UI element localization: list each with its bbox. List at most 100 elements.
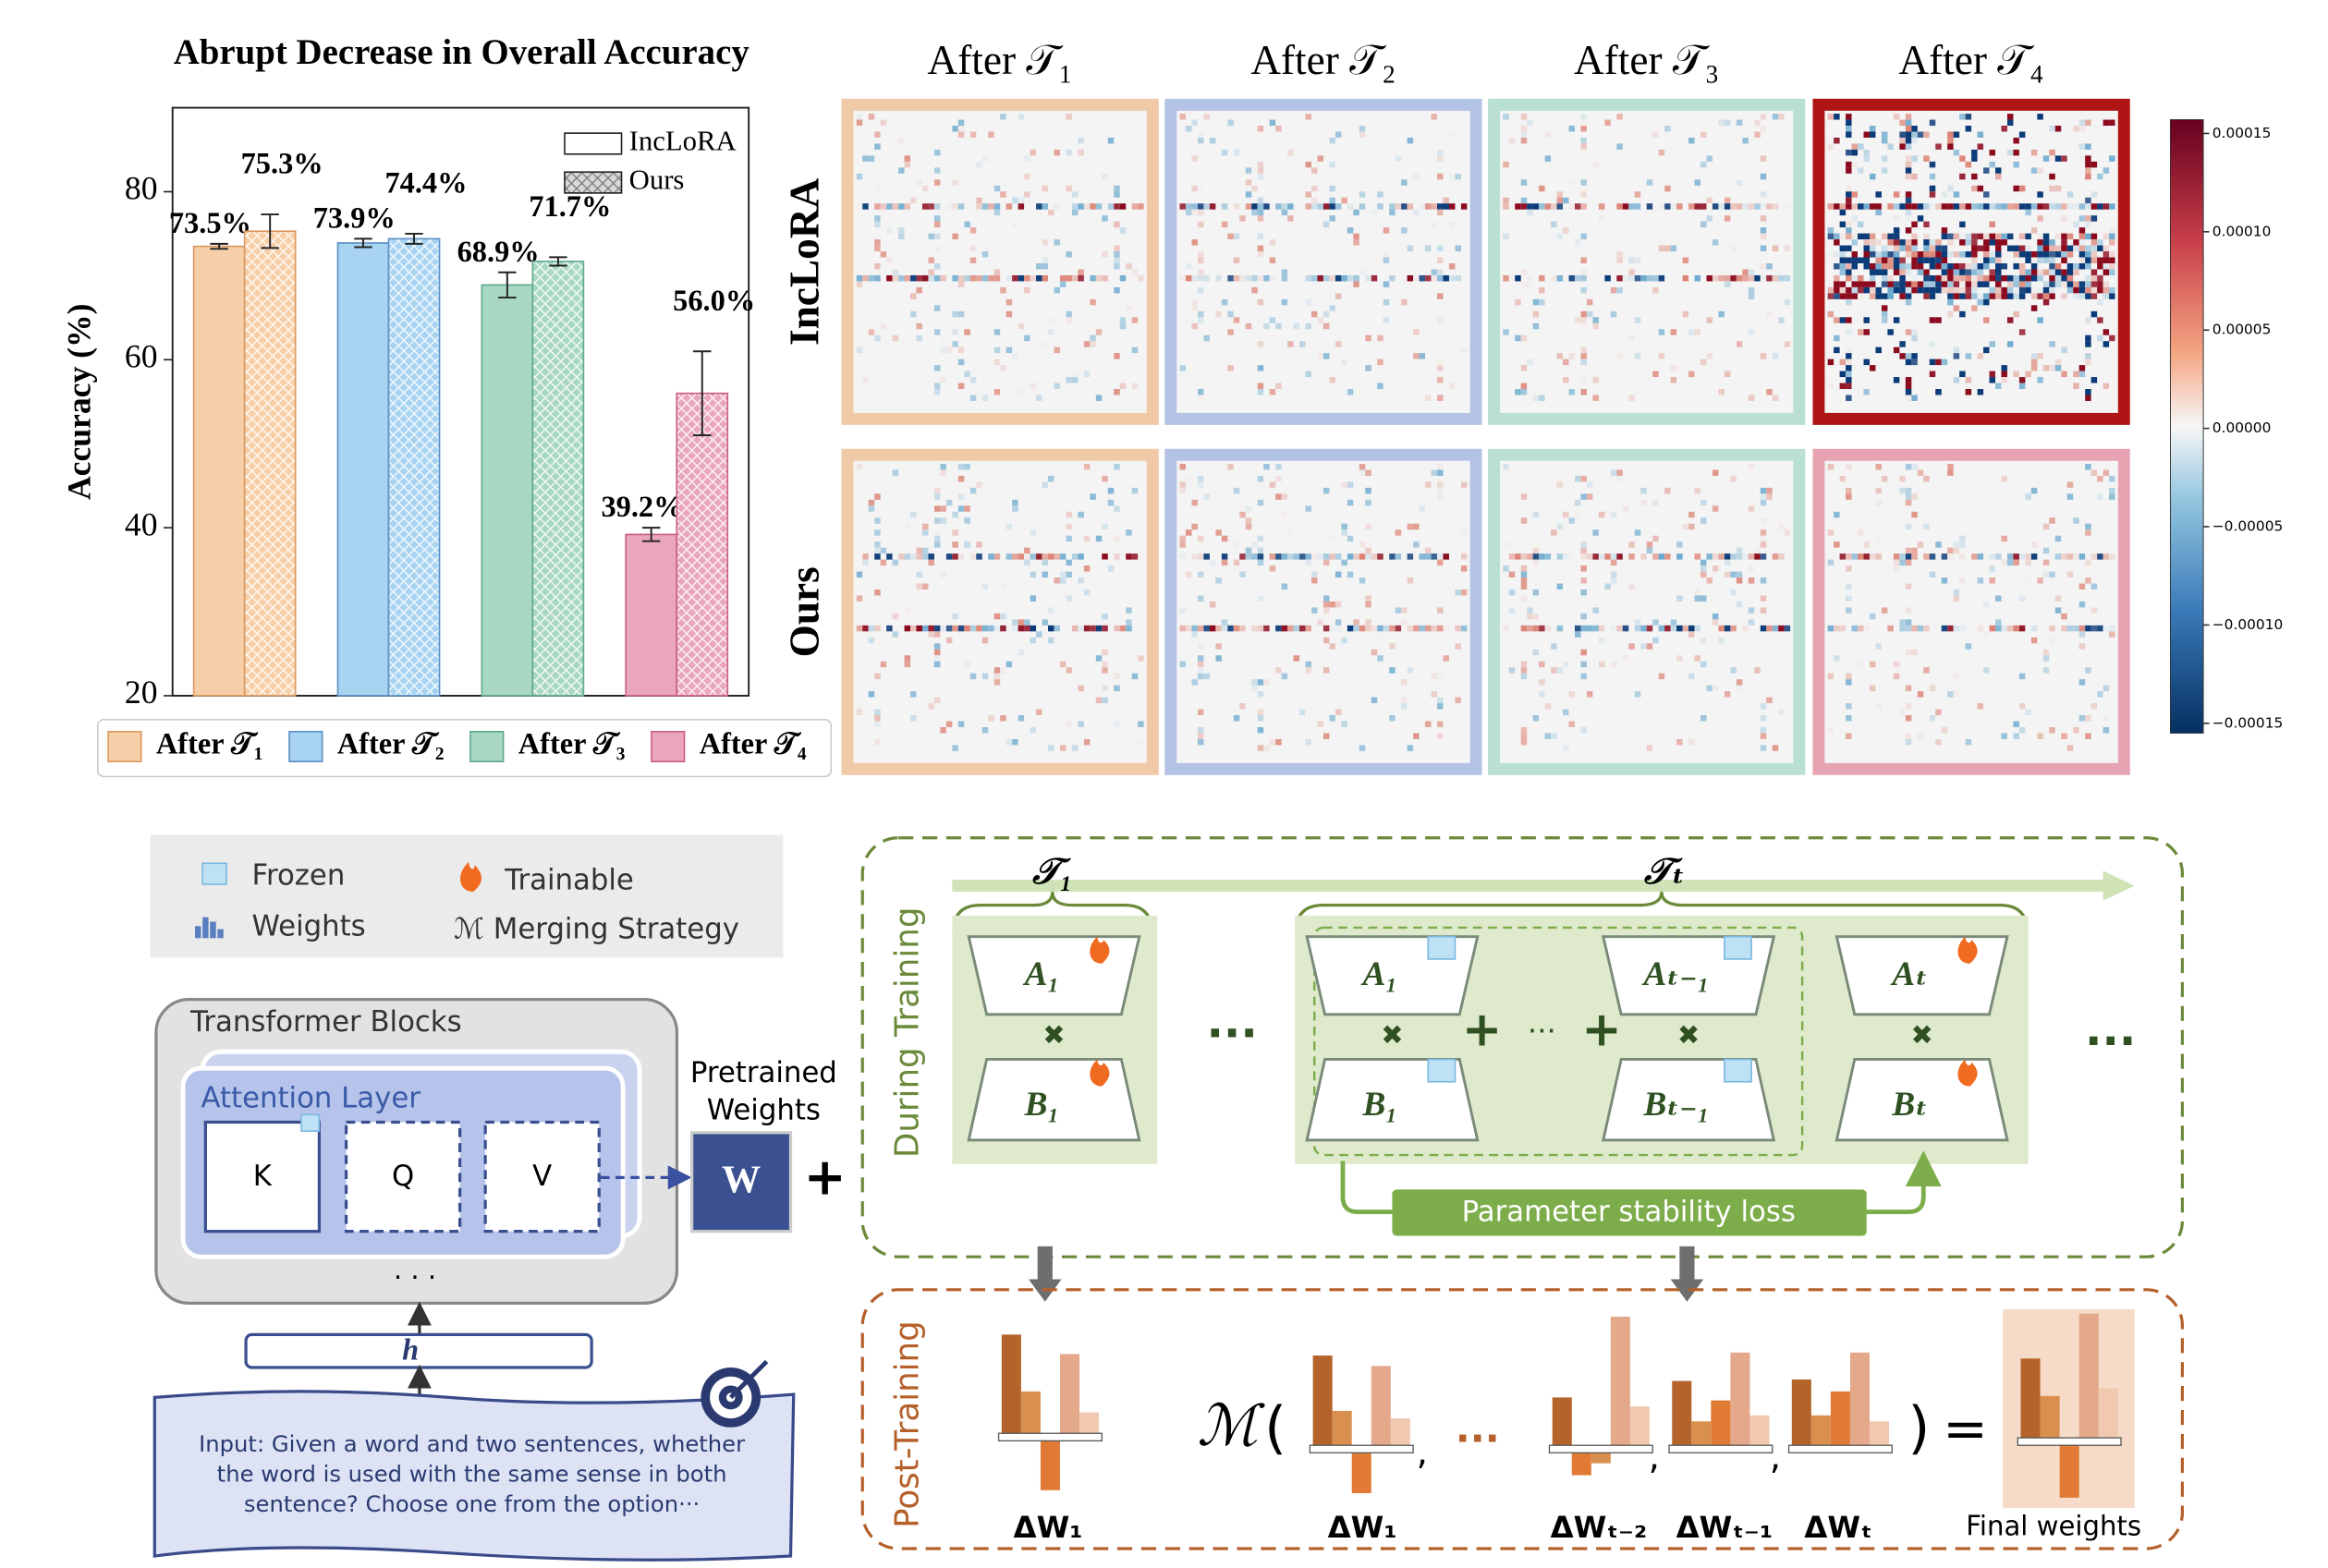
heatmap-cell xyxy=(1520,346,1528,354)
heatmap-cell xyxy=(1953,262,1960,270)
heatmap-cell xyxy=(1185,209,1192,216)
heatmap-cell xyxy=(1899,281,1906,287)
heatmap-cell xyxy=(1263,322,1270,330)
heatmap-cell xyxy=(2018,233,2026,240)
heatmap-cell xyxy=(1580,137,1587,144)
heatmap-cell xyxy=(1935,738,1942,746)
heatmap-cell xyxy=(1911,173,1918,180)
pretrained-text: Weights xyxy=(707,1094,821,1127)
heatmap-cell xyxy=(1269,738,1276,746)
heatmap-cell xyxy=(2073,625,2079,632)
heatmap-cell xyxy=(2013,251,2019,258)
heatmap-cell xyxy=(1905,547,1912,554)
heatmap-cell xyxy=(1652,286,1659,294)
heatmap-cell xyxy=(1766,697,1773,704)
heatmap-cell xyxy=(1881,269,1888,275)
heatmap-cell xyxy=(1846,119,1852,127)
heatmap-cell xyxy=(2103,715,2110,722)
heatmap-cell xyxy=(1977,185,1984,192)
heatmap-cell xyxy=(1846,233,1852,240)
heatmap-cell xyxy=(1042,203,1049,210)
heatmap-cell xyxy=(1257,475,1264,482)
heatmap-cell xyxy=(1700,661,1707,668)
heatmap-cell xyxy=(1335,619,1342,626)
heatmap-cell xyxy=(1875,191,1882,198)
heatmap-cell xyxy=(1995,251,2002,258)
heatmap-cell xyxy=(1191,631,1198,638)
heatmap-cell xyxy=(1923,203,1930,210)
heatmap-cell xyxy=(1401,274,1408,282)
heatmap-cell xyxy=(1245,191,1252,198)
heatmap-cell xyxy=(2066,269,2074,275)
heatmap-cell xyxy=(1245,505,1252,512)
heatmap-cell xyxy=(1846,673,1852,680)
heatmap-cell xyxy=(957,310,965,318)
heatmap-cell xyxy=(1839,233,1847,240)
heatmap-cell xyxy=(1413,353,1420,359)
heatmap-cell xyxy=(1911,286,1918,294)
heatmap-cell xyxy=(1748,274,1755,282)
heatmap-cell xyxy=(1191,305,1198,311)
heatmap-cell xyxy=(2073,553,2079,560)
heatmap-cell xyxy=(1846,197,1852,204)
heatmap-cell xyxy=(856,709,863,716)
heatmap-cell xyxy=(2037,286,2043,294)
heatmap-cell xyxy=(2054,269,2062,275)
heatmap-cell xyxy=(1905,649,1912,656)
heatmap-cell xyxy=(1431,691,1438,698)
heatmap-cell xyxy=(1977,281,1984,287)
heatmap-cell xyxy=(1580,541,1587,548)
heatmap-cell xyxy=(1365,365,1371,371)
heatmap-cell xyxy=(904,161,911,168)
heatmap-cell xyxy=(1694,487,1701,494)
heatmap-cell xyxy=(1634,619,1641,626)
heatmap-cell xyxy=(1875,262,1882,270)
heatmap-cell xyxy=(1347,203,1354,210)
heatmap-cell xyxy=(1532,203,1540,210)
heatmap-cell xyxy=(2049,251,2055,258)
bar xyxy=(676,392,729,697)
heatmap-cell xyxy=(2006,281,2014,287)
heatmap-cell xyxy=(2078,625,2086,632)
heatmap-cell xyxy=(1520,131,1528,138)
heatmap-cell xyxy=(1048,475,1054,482)
heatmap-cell xyxy=(1580,389,1587,395)
heatmap-cell xyxy=(2030,359,2038,366)
heatmap-cell xyxy=(1941,233,1948,240)
heatmap-cell xyxy=(1305,371,1311,378)
heatmap-cell xyxy=(2042,649,2050,656)
heatmap-cell xyxy=(856,203,863,210)
heatmap-cell xyxy=(2006,233,2014,240)
heatmap-cell xyxy=(2103,233,2110,240)
heatmap-cell xyxy=(1197,221,1204,228)
heatmap-cell xyxy=(1551,221,1557,228)
heatmap-cell xyxy=(969,673,977,680)
heatmap-cell xyxy=(1556,667,1564,674)
heatmap-cell xyxy=(1670,245,1677,252)
heatmap-cell xyxy=(1983,191,1990,198)
heatmap-cell xyxy=(1875,499,1882,506)
heatmap-cell xyxy=(988,715,994,722)
error-bar xyxy=(641,527,661,542)
heatmap-cell xyxy=(2078,251,2086,258)
heatmap-cell xyxy=(1965,281,1972,287)
heatmap-cell xyxy=(1209,559,1216,566)
weights-icon xyxy=(195,926,201,939)
heatmap-cell xyxy=(1191,553,1198,560)
heatmap-cell xyxy=(1580,377,1587,383)
heatmap-cell xyxy=(952,745,958,751)
heatmap-cell xyxy=(1784,203,1791,210)
heatmap-cell xyxy=(1917,281,1924,287)
heatmap-cell xyxy=(1646,274,1653,282)
heatmap-cell xyxy=(933,643,941,650)
heatmap-cell xyxy=(1310,553,1318,560)
heatmap-cell xyxy=(1317,721,1323,727)
heatmap-cell xyxy=(874,547,881,554)
heatmap-cell xyxy=(2078,143,2086,150)
heatmap-cell xyxy=(892,274,899,282)
heatmap-cell xyxy=(1322,353,1330,359)
heatmap-cell xyxy=(1905,143,1912,150)
heatmap-cell xyxy=(1580,553,1587,560)
heatmap-cell xyxy=(1863,262,1870,270)
heatmap-cell xyxy=(1515,274,1521,282)
